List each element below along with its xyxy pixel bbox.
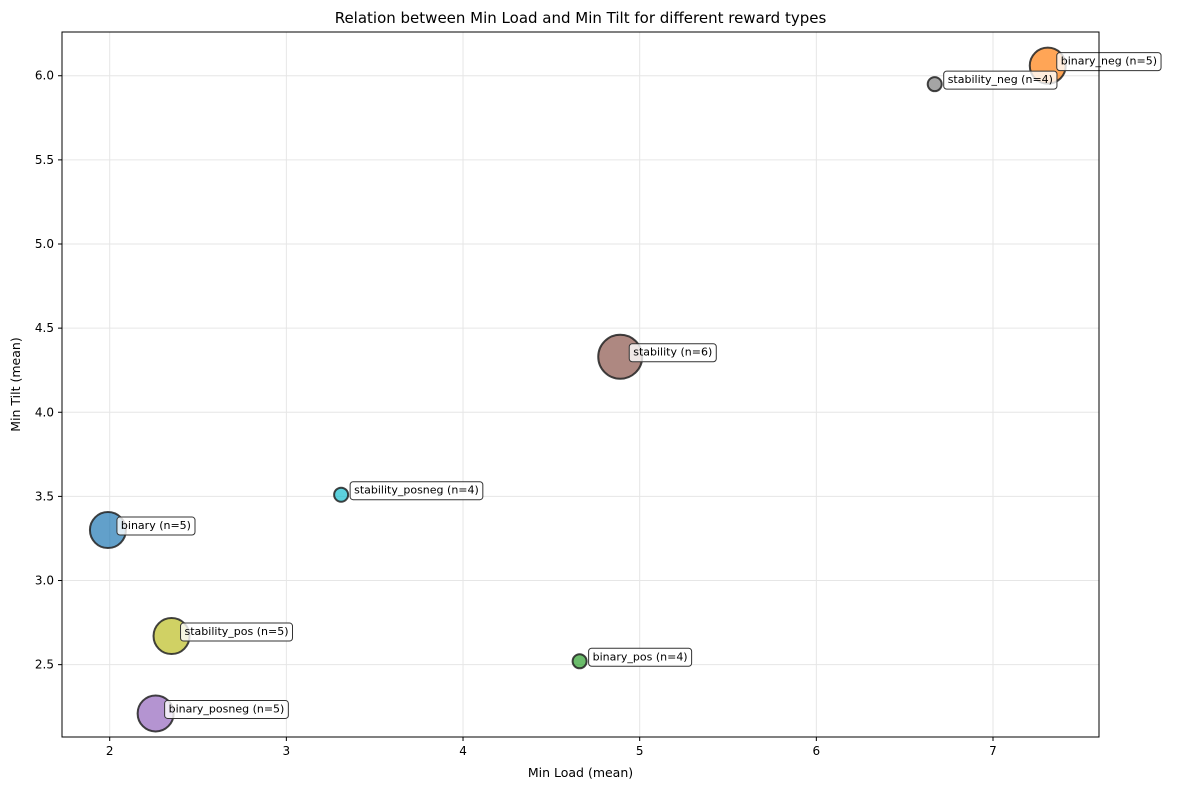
data-label-box <box>1056 52 1162 72</box>
x-axis-label: Min Load (mean) <box>528 765 633 780</box>
data-label-group: binary_pos (n=4) <box>588 647 693 667</box>
data-label-box <box>116 516 196 536</box>
y-tick-label: 5.0 <box>35 237 54 251</box>
x-tick-label: 6 <box>813 744 821 758</box>
chart-title: Relation between Min Load and Min Tilt f… <box>335 9 827 27</box>
point-binary-pos <box>571 653 588 670</box>
data-label-group: binary_posneg (n=5) <box>164 699 289 719</box>
y-axis-label: Min Tilt (mean) <box>8 337 23 431</box>
data-label-binary-pos: binary_pos (n=4) <box>593 650 688 663</box>
data-label-group: binary (n=5) <box>116 516 196 536</box>
y-tick-label: 3.5 <box>35 489 54 503</box>
x-tick-label: 7 <box>989 744 997 758</box>
plot-area-frame <box>61 31 1100 738</box>
x-tick-label: 4 <box>459 744 467 758</box>
x-tick-label: 3 <box>283 744 291 758</box>
y-tick-label: 4.0 <box>35 405 54 419</box>
y-tick-label: 6.0 <box>35 69 54 83</box>
data-labels: binary (n=5) binary_neg (n=5) binary_pos (… <box>116 52 1162 719</box>
y-tick-label: 3.0 <box>35 574 54 588</box>
x-tick-label: 5 <box>636 744 644 758</box>
data-label-box <box>180 622 293 642</box>
point-stability-neg <box>926 76 943 93</box>
data-label-box <box>943 70 1058 90</box>
data-label-box <box>349 481 484 501</box>
data-label-box <box>164 699 289 719</box>
point-stability-posneg <box>333 486 350 503</box>
grid <box>62 32 1099 737</box>
x-tick-label: 2 <box>106 744 114 758</box>
data-label-group: stability_pos (n=5) <box>180 622 293 642</box>
data-label-stability-neg: stability_neg (n=4) <box>948 73 1053 86</box>
data-label-stability: stability (n=6) <box>633 346 712 359</box>
data-label-binary: binary (n=5) <box>121 519 191 532</box>
data-label-binary-posneg: binary_posneg (n=5) <box>169 702 285 715</box>
data-label-group: stability_posneg (n=4) <box>349 481 484 501</box>
y-tick-label: 5.5 <box>35 153 54 167</box>
data-label-binary-neg: binary_neg (n=5) <box>1061 55 1157 68</box>
y-tick-label: 4.5 <box>35 321 54 335</box>
data-label-box <box>628 343 717 363</box>
data-label-group: stability (n=6) <box>628 343 717 363</box>
data-label-group: binary_neg (n=5) <box>1056 52 1162 72</box>
y-tick-label: 2.5 <box>35 658 54 672</box>
data-label-stability-pos: stability_pos (n=5) <box>185 625 289 638</box>
data-label-stability-posneg: stability_posneg (n=4) <box>354 484 479 497</box>
data-label-group: stability_neg (n=4) <box>943 70 1058 90</box>
data-label-box <box>588 647 693 667</box>
axis-ticks: 2 3 4 5 6 7 2.5 3.0 3.5 4.0 4.5 5.0 5.5 6.0 <box>35 69 997 758</box>
